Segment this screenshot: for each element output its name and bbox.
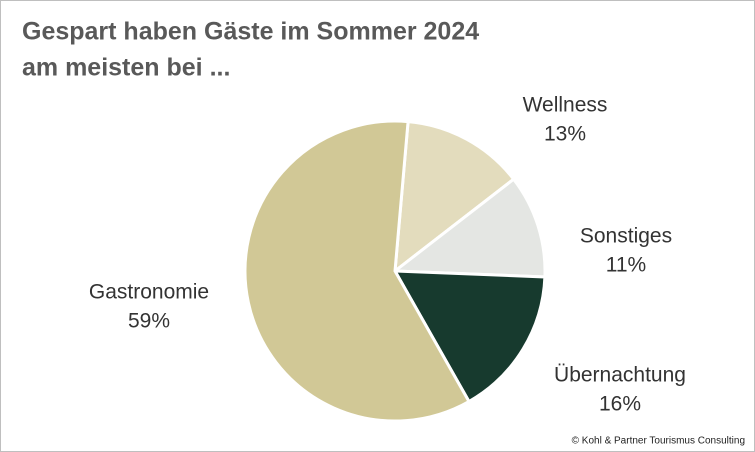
slice-value-label: 16% [599, 393, 641, 416]
pie-slice [390, 177, 547, 279]
pie-slice [243, 119, 472, 423]
slice-label: Sonstiges [580, 225, 672, 248]
chart-subtitle: am meisten bei ... [22, 54, 230, 82]
pie-slice [392, 269, 547, 404]
slice-label: Gastronomie [89, 281, 209, 304]
slice-value-label: 59% [128, 310, 170, 333]
chart-title: Gespart haben Gäste im Sommer 2024 [22, 18, 479, 46]
source: © Kohl & Partner Tourismus Consulting [572, 436, 745, 447]
slice-label: Wellness [523, 94, 608, 117]
pie-slice [393, 119, 516, 275]
slice-label: Übernachtung [554, 364, 686, 387]
slice-value-label: 11% [606, 254, 646, 277]
slice-value-label: 13% [544, 123, 586, 146]
